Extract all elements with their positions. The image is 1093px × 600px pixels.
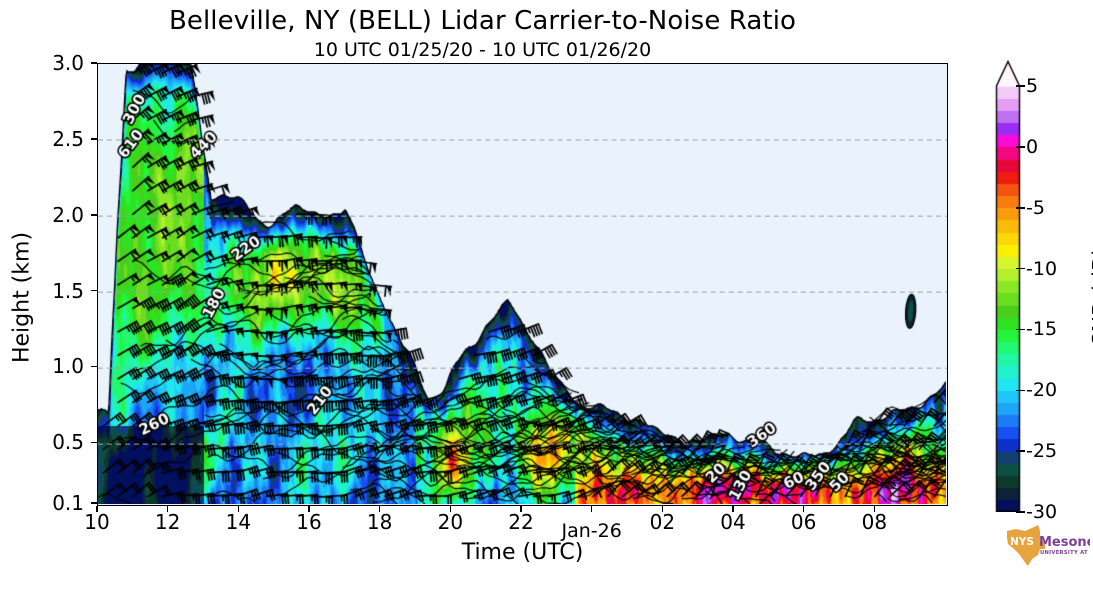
x-tick-mark xyxy=(308,506,310,512)
x-tick-mark xyxy=(520,506,522,512)
page-subtitle: 10 UTC 01/25/20 - 10 UTC 01/26/20 xyxy=(313,39,652,61)
colorbar-tick-label: -20 xyxy=(1026,379,1058,402)
colorbar-tick-mark xyxy=(1016,207,1025,209)
colorbar-tick-mark xyxy=(1016,450,1025,452)
colorbar-tick-mark xyxy=(1016,389,1025,392)
colorbar-tick-mark xyxy=(1016,85,1025,87)
colorbar-tick-label: 5 xyxy=(1026,75,1039,97)
colorbar-tick-mark xyxy=(1016,267,1025,270)
x-tick-mark xyxy=(661,506,664,512)
y-tick-mark xyxy=(91,138,97,140)
x-tick-label: 06 xyxy=(790,510,817,534)
x-tick-mark xyxy=(96,506,98,512)
x-tick-label: 20 xyxy=(437,510,464,534)
y-axis-ticks: 0.1 0.5 1.0 1.5 2.0 2.5 3.0 xyxy=(0,0,97,600)
colorbar-tick-mark xyxy=(1016,511,1025,513)
y-axis-label: Height (km) xyxy=(9,231,35,364)
cnr-heatmap-canvas xyxy=(98,64,946,504)
x-tick-mark xyxy=(873,506,876,512)
x-tick-label: 22 xyxy=(508,510,534,534)
y-tick-label: 2.5 xyxy=(52,126,84,151)
colorbar-tick-label: -25 xyxy=(1026,440,1058,463)
logo-nys-text: NYS xyxy=(1010,536,1034,548)
x-tick-mark xyxy=(732,506,734,512)
colorbar-tick-label: -10 xyxy=(1026,257,1058,280)
y-tick-label: 2.0 xyxy=(52,202,84,227)
logo-tagline-text: UNIVERSITY AT ALBANY xyxy=(1040,550,1090,556)
nys-mesonet-logo: NYS Mesonet UNIVERSITY AT ALBANY xyxy=(1002,522,1090,568)
x-tick-label: 08 xyxy=(861,510,888,534)
colorbar-canvas xyxy=(993,60,1023,512)
x-tick-mark xyxy=(237,506,240,512)
x-tick-mark xyxy=(378,506,381,512)
x-tick-label: 04 xyxy=(720,510,746,534)
x-axis-label: Time (UTC) xyxy=(461,540,584,565)
colorbar-tick-label: -30 xyxy=(1026,501,1058,523)
plot-area xyxy=(97,63,948,506)
y-tick-mark xyxy=(91,62,97,64)
colorbar-tick-mark xyxy=(1016,146,1025,148)
y-tick-label: 3.0 xyxy=(52,51,84,75)
colorbar-tick-label: -5 xyxy=(1026,196,1045,219)
y-tick-mark xyxy=(91,365,97,368)
x-tick-label: 14 xyxy=(225,510,252,534)
colorbar xyxy=(993,60,1023,512)
colorbar-tick-label: 0 xyxy=(1026,135,1039,158)
x-tick-label: 16 xyxy=(296,510,322,534)
y-tick-label: 1.0 xyxy=(52,354,84,379)
logo-mesonet-text: Mesonet xyxy=(1039,535,1090,550)
colorbar-tick-mark xyxy=(1016,328,1025,331)
x-tick-label: 12 xyxy=(154,510,181,534)
x-tick-label: 02 xyxy=(649,510,676,534)
y-tick-mark xyxy=(91,441,97,444)
y-tick-label: 0.5 xyxy=(52,430,84,455)
y-tick-mark xyxy=(91,502,97,504)
x-tick-label: Jan-26 xyxy=(561,520,622,542)
y-tick-mark xyxy=(91,213,97,216)
y-tick-mark xyxy=(91,289,97,292)
x-tick-label: 10 xyxy=(84,510,110,534)
x-tick-mark xyxy=(449,506,452,512)
x-tick-label: 18 xyxy=(366,510,393,534)
y-tick-label: 0.1 xyxy=(52,491,84,515)
page-title: Belleville, NY (BELL) Lidar Carrier-to-N… xyxy=(168,6,797,36)
x-tick-mark xyxy=(166,506,169,512)
x-tick-mark xyxy=(802,506,805,512)
new-york-state-shape xyxy=(1007,525,1045,566)
logo-graphic: NYS Mesonet UNIVERSITY AT ALBANY xyxy=(1007,525,1090,566)
colorbar-label: CNR (dB) xyxy=(1089,247,1093,348)
y-tick-label: 1.5 xyxy=(52,278,84,303)
colorbar-tick-label: -15 xyxy=(1026,318,1058,341)
x-tick-mark xyxy=(590,506,593,512)
